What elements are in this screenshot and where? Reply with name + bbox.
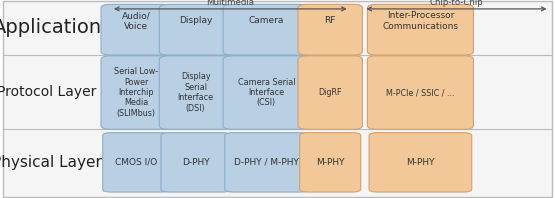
FancyBboxPatch shape bbox=[367, 4, 473, 55]
FancyBboxPatch shape bbox=[159, 4, 232, 55]
Text: Multimedia: Multimedia bbox=[206, 0, 254, 7]
Text: Serial Low-
Power
Interchip
Media
(SLIMbus): Serial Low- Power Interchip Media (SLIMb… bbox=[114, 67, 158, 118]
Text: M-PHY: M-PHY bbox=[316, 158, 345, 167]
Text: Camera Serial
Interface
(CSI): Camera Serial Interface (CSI) bbox=[238, 78, 295, 108]
FancyBboxPatch shape bbox=[3, 1, 552, 197]
Text: M-PCIe / SSIC / ...: M-PCIe / SSIC / ... bbox=[386, 88, 455, 97]
Text: D-PHY / M-PHY: D-PHY / M-PHY bbox=[234, 158, 299, 167]
Text: Application: Application bbox=[0, 18, 102, 37]
Text: Display: Display bbox=[179, 16, 213, 26]
FancyBboxPatch shape bbox=[367, 56, 473, 129]
FancyBboxPatch shape bbox=[161, 133, 230, 192]
FancyBboxPatch shape bbox=[223, 4, 310, 55]
FancyBboxPatch shape bbox=[298, 56, 362, 129]
FancyBboxPatch shape bbox=[101, 4, 171, 55]
Text: Camera: Camera bbox=[249, 16, 284, 26]
FancyBboxPatch shape bbox=[159, 56, 232, 129]
Text: Physical Layer: Physical Layer bbox=[0, 155, 102, 170]
Text: M-PHY: M-PHY bbox=[406, 158, 435, 167]
Text: D-PHY: D-PHY bbox=[182, 158, 209, 167]
Text: CMOS I/O: CMOS I/O bbox=[115, 158, 157, 167]
FancyBboxPatch shape bbox=[300, 133, 361, 192]
Text: Protocol Layer: Protocol Layer bbox=[0, 85, 97, 99]
Text: DigRF: DigRF bbox=[319, 88, 342, 97]
FancyBboxPatch shape bbox=[225, 133, 308, 192]
Text: Display
Serial
Interface
(DSI): Display Serial Interface (DSI) bbox=[178, 72, 214, 113]
FancyBboxPatch shape bbox=[369, 133, 472, 192]
Text: Audio/
Voice: Audio/ Voice bbox=[122, 11, 150, 31]
FancyBboxPatch shape bbox=[298, 4, 362, 55]
FancyBboxPatch shape bbox=[103, 133, 169, 192]
FancyBboxPatch shape bbox=[101, 56, 171, 129]
Text: RF: RF bbox=[325, 16, 336, 26]
Text: Inter-Processor
Communications: Inter-Processor Communications bbox=[382, 11, 458, 31]
FancyBboxPatch shape bbox=[223, 56, 310, 129]
Text: Chip-to-Chip: Chip-to-Chip bbox=[430, 0, 483, 7]
